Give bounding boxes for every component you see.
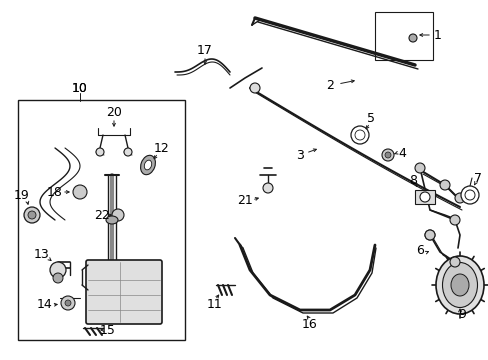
Text: 21: 21 bbox=[237, 194, 252, 207]
Ellipse shape bbox=[435, 256, 483, 314]
Circle shape bbox=[464, 190, 474, 200]
Circle shape bbox=[449, 215, 459, 225]
Circle shape bbox=[419, 192, 429, 202]
Ellipse shape bbox=[106, 216, 118, 224]
Circle shape bbox=[124, 148, 132, 156]
Circle shape bbox=[96, 148, 104, 156]
Ellipse shape bbox=[442, 262, 476, 307]
Circle shape bbox=[263, 183, 272, 193]
Text: 2: 2 bbox=[325, 78, 333, 91]
Text: 20: 20 bbox=[106, 105, 122, 118]
Text: 17: 17 bbox=[197, 44, 212, 57]
Circle shape bbox=[24, 207, 40, 223]
Ellipse shape bbox=[144, 160, 151, 170]
Text: 15: 15 bbox=[100, 324, 116, 337]
Circle shape bbox=[454, 193, 464, 203]
Text: 5: 5 bbox=[366, 112, 374, 125]
Circle shape bbox=[350, 126, 368, 144]
Circle shape bbox=[28, 211, 36, 219]
Text: 8: 8 bbox=[408, 174, 416, 186]
Circle shape bbox=[112, 209, 124, 221]
Text: 13: 13 bbox=[34, 248, 50, 261]
Ellipse shape bbox=[450, 274, 468, 296]
FancyBboxPatch shape bbox=[86, 260, 162, 324]
Text: 12: 12 bbox=[154, 141, 169, 154]
Circle shape bbox=[73, 185, 87, 199]
Circle shape bbox=[249, 83, 260, 93]
Bar bbox=[18, 100, 184, 340]
Text: 11: 11 bbox=[207, 298, 223, 311]
Circle shape bbox=[449, 257, 459, 267]
Text: 9: 9 bbox=[457, 309, 465, 321]
Circle shape bbox=[414, 163, 424, 173]
Circle shape bbox=[381, 149, 393, 161]
Circle shape bbox=[384, 152, 390, 158]
Circle shape bbox=[65, 300, 71, 306]
Bar bbox=[414, 190, 434, 204]
Text: 22: 22 bbox=[94, 208, 110, 221]
Bar bbox=[374, 12, 432, 60]
Circle shape bbox=[354, 130, 364, 140]
Text: 18: 18 bbox=[47, 185, 63, 198]
Text: 10: 10 bbox=[72, 81, 88, 95]
Circle shape bbox=[61, 296, 75, 310]
Text: 4: 4 bbox=[397, 147, 405, 159]
Circle shape bbox=[50, 262, 66, 278]
Text: 3: 3 bbox=[295, 149, 304, 162]
Text: 10: 10 bbox=[72, 81, 88, 95]
Circle shape bbox=[439, 180, 449, 190]
Text: 14: 14 bbox=[37, 298, 53, 311]
Text: 7: 7 bbox=[473, 171, 481, 185]
Text: 19: 19 bbox=[14, 189, 30, 202]
Circle shape bbox=[460, 186, 478, 204]
Text: 1: 1 bbox=[433, 28, 441, 41]
Text: 6: 6 bbox=[415, 243, 423, 257]
Circle shape bbox=[408, 34, 416, 42]
Text: 16: 16 bbox=[302, 319, 317, 332]
Circle shape bbox=[424, 230, 434, 240]
Ellipse shape bbox=[140, 155, 155, 175]
Circle shape bbox=[424, 230, 434, 240]
Circle shape bbox=[53, 273, 63, 283]
